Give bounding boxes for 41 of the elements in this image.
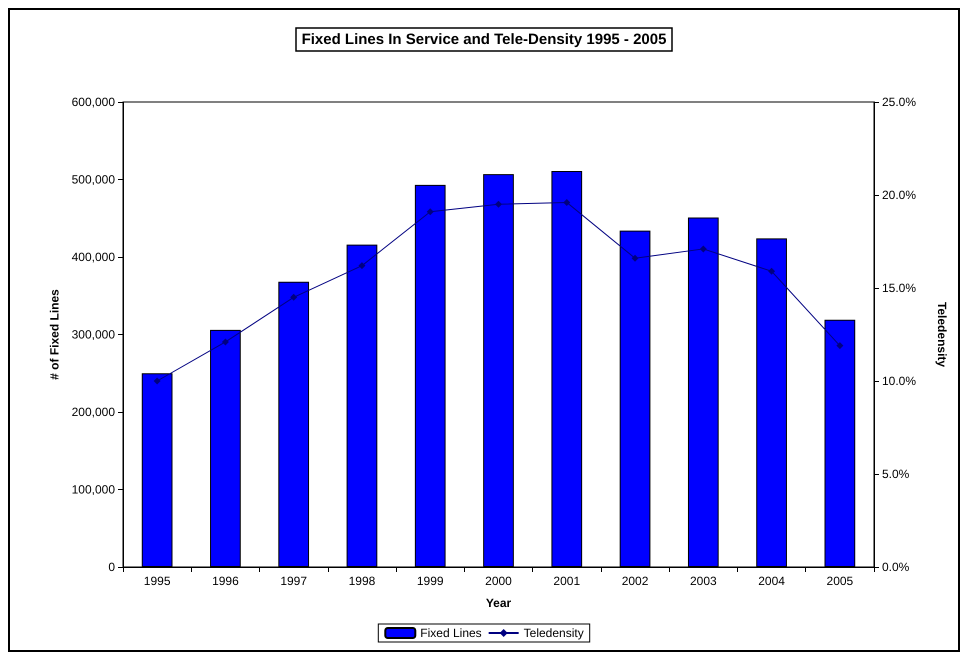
- x-axis-title: Year: [486, 596, 512, 610]
- y-tick-label: 400,000: [72, 250, 116, 264]
- y2-tick-label: 25.0%: [882, 95, 916, 109]
- point: [358, 262, 366, 270]
- point: [632, 254, 639, 262]
- y2-tick-label: 10.0%: [882, 374, 916, 388]
- point: [700, 245, 707, 252]
- point: [768, 268, 776, 275]
- point: [222, 338, 229, 346]
- x-tick-label: 1997: [280, 574, 308, 588]
- y2-tick-label: 15.0%: [882, 281, 916, 295]
- y-tick-label: 500,000: [72, 172, 116, 186]
- chart-title: Fixed Lines In Service and Tele-Density 1995 - 2005: [302, 31, 666, 48]
- x-tick-label: 2000: [485, 574, 512, 588]
- y-tick-label: 0: [108, 560, 116, 574]
- y2-axis-title: Teledensity: [935, 302, 949, 368]
- point: [426, 208, 434, 216]
- y-axis-title: # of Fixed Lines: [48, 288, 62, 380]
- point: [563, 198, 570, 206]
- point: [290, 294, 298, 301]
- x-tick-label: 1996: [212, 574, 240, 588]
- x-tick-label: 2002: [622, 574, 649, 588]
- y2-tick-label: 5.0%: [882, 467, 910, 481]
- y2-tick-label: 20.0%: [882, 188, 916, 202]
- point: [836, 342, 844, 350]
- legend-label: Fixed Lines: [420, 626, 482, 640]
- point: [154, 378, 161, 384]
- y-tick-label: 100,000: [72, 482, 116, 496]
- point: [495, 200, 502, 208]
- x-tick-label: 2003: [690, 574, 717, 588]
- x-tick-label: 2005: [826, 574, 854, 588]
- x-tick-label: 1995: [144, 574, 171, 588]
- x-tick-label: 1999: [416, 574, 444, 588]
- x-tick-label: 2004: [758, 574, 786, 588]
- y-tick-label: 600,000: [72, 95, 116, 109]
- y-tick-label: 300,000: [72, 328, 116, 342]
- y2-tick-label: 0.0%: [882, 560, 910, 574]
- legend-label: Teledensity: [524, 626, 584, 640]
- x-tick-label: 2001: [553, 574, 580, 588]
- y-tick-label: 200,000: [72, 405, 116, 419]
- x-tick-label: 1998: [348, 574, 376, 588]
